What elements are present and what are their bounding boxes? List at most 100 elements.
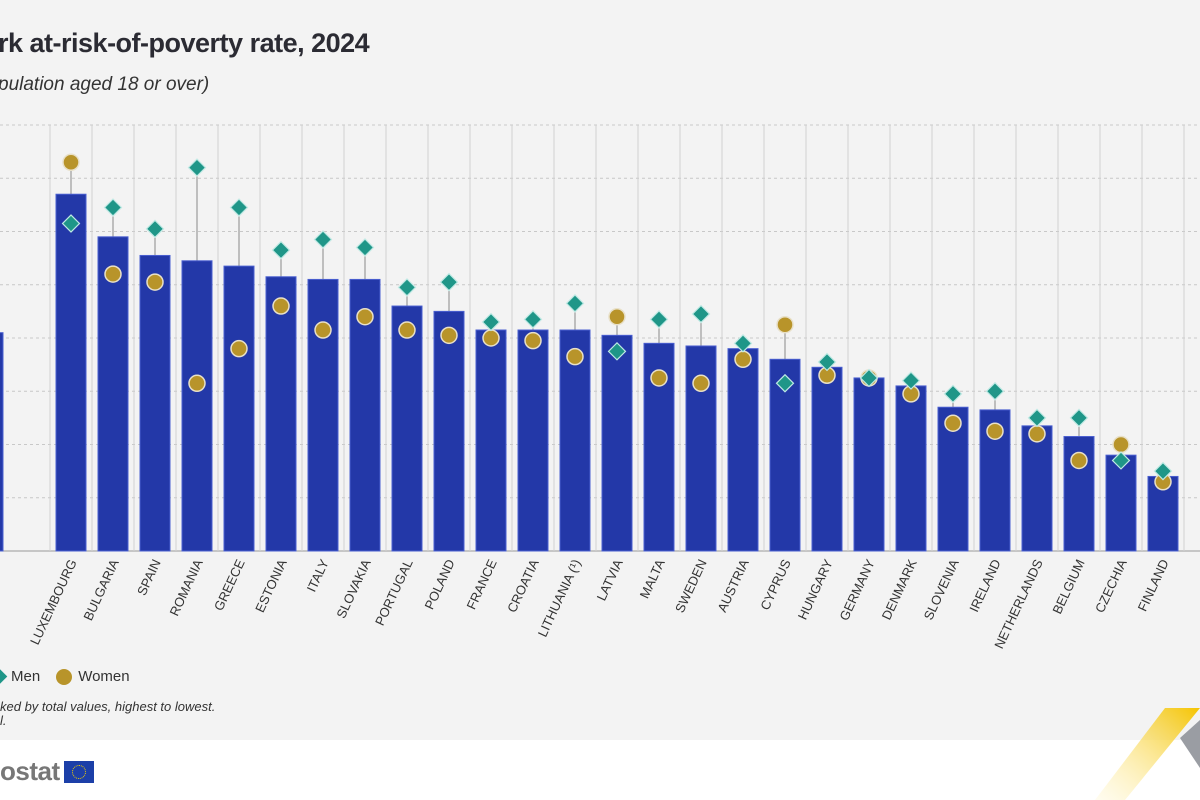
women-marker bbox=[146, 273, 164, 291]
bar-latvia bbox=[601, 334, 633, 552]
women-circle-icon bbox=[56, 668, 73, 685]
men-marker bbox=[691, 304, 711, 324]
x-tick-label: AUSTRIA bbox=[714, 557, 752, 615]
x-tick-label: CZECHIA bbox=[1092, 557, 1130, 615]
x-axis-labels: LUXEMBOURG BULGARIA SPAIN ROMANIA GREECE ESTO… bbox=[27, 557, 1172, 651]
corner-decoration bbox=[1095, 708, 1200, 800]
men-marker bbox=[397, 278, 417, 297]
x-tick-label: HUNGARY bbox=[795, 557, 836, 622]
women-marker bbox=[440, 326, 458, 345]
x-tick-label: BELGIUM bbox=[1049, 557, 1087, 616]
bar-romania bbox=[181, 260, 213, 552]
bar-croatia bbox=[517, 329, 549, 552]
x-tick-label: CYPRUS bbox=[757, 557, 794, 613]
men-marker bbox=[187, 158, 207, 177]
women-marker bbox=[1070, 451, 1088, 470]
women-marker bbox=[524, 331, 542, 350]
bar-germany bbox=[853, 377, 885, 552]
women-marker bbox=[1112, 435, 1130, 454]
men-marker bbox=[355, 238, 375, 257]
men-marker bbox=[103, 198, 123, 217]
women-marker bbox=[314, 321, 332, 339]
x-tick-label: ROMANIA bbox=[166, 557, 205, 619]
bar-poland bbox=[433, 310, 465, 552]
x-tick-label: ESTONIA bbox=[252, 557, 290, 615]
women-marker bbox=[230, 339, 248, 358]
x-tick-label: BULGARIA bbox=[80, 557, 122, 623]
x-tick-label: CROATIA bbox=[504, 557, 542, 615]
legend-men: Men bbox=[11, 668, 41, 685]
women-marker bbox=[776, 315, 794, 334]
women-marker bbox=[944, 414, 962, 432]
men-marker bbox=[817, 352, 837, 372]
markers bbox=[61, 153, 1173, 491]
x-tick-label: LATVIA bbox=[594, 557, 626, 603]
bar-lithuania- bbox=[559, 329, 591, 552]
chart-subtitle: pulation aged 18 or over) bbox=[0, 74, 210, 95]
women-marker bbox=[650, 369, 668, 387]
x-tick-label: GREECE bbox=[211, 557, 248, 613]
men-marker bbox=[901, 371, 921, 390]
note-line-1: ked by total values, highest to lowest. bbox=[0, 699, 216, 714]
legend: Men Women bbox=[0, 668, 130, 685]
men-marker bbox=[271, 240, 291, 260]
bar-luxembourg bbox=[55, 193, 87, 552]
women-marker bbox=[272, 297, 290, 315]
bar-france bbox=[475, 329, 507, 552]
men-marker bbox=[1069, 408, 1089, 428]
gridlines bbox=[0, 124, 1200, 552]
men-marker bbox=[481, 312, 501, 332]
footnotes: ked by total values, highest to lowest. … bbox=[0, 700, 215, 728]
x-tick-label: MALTA bbox=[637, 557, 668, 601]
x-tick-label: PORTUGAL bbox=[372, 557, 416, 628]
x-tick-label: SPAIN bbox=[134, 557, 164, 598]
women-marker bbox=[608, 307, 626, 326]
x-tick-label: SLOVENIA bbox=[921, 557, 962, 623]
men-marker bbox=[229, 198, 249, 217]
men-marker bbox=[607, 341, 627, 361]
x-tick-label: FRANCE bbox=[464, 557, 500, 612]
men-marker bbox=[1153, 461, 1173, 481]
bar-italy bbox=[307, 278, 339, 552]
women-marker bbox=[356, 307, 374, 326]
men-marker bbox=[733, 333, 753, 353]
women-marker bbox=[188, 374, 206, 393]
men-diamond-icon bbox=[0, 668, 8, 685]
men-marker bbox=[1111, 451, 1131, 470]
x-tick-label: IRELAND bbox=[966, 557, 1003, 614]
men-marker bbox=[985, 381, 1005, 401]
bar-austria bbox=[727, 348, 759, 552]
legend-women: Women bbox=[78, 668, 130, 685]
bar-bulgaria bbox=[97, 236, 129, 552]
women-marker bbox=[1028, 425, 1046, 443]
women-marker bbox=[692, 374, 710, 393]
men-marker bbox=[943, 384, 963, 404]
bar-total bbox=[0, 332, 4, 552]
men-marker bbox=[649, 310, 669, 329]
men-marker bbox=[565, 294, 585, 313]
eurostat-logo: ostat bbox=[0, 756, 94, 787]
x-tick-label: ITALY bbox=[304, 557, 332, 595]
x-tick-label: GERMANY bbox=[836, 557, 878, 623]
bar-chart: LUXEMBOURG BULGARIA SPAIN ROMANIA GREECE ESTO… bbox=[0, 124, 1200, 651]
men-marker bbox=[523, 310, 543, 329]
x-tick-label: LITHUANIA (¹) bbox=[535, 557, 584, 639]
x-tick-label: SWEDEN bbox=[672, 557, 710, 615]
bar-czechia bbox=[1105, 454, 1137, 552]
women-marker bbox=[482, 329, 500, 347]
bar-netherlands bbox=[1021, 425, 1053, 552]
men-marker bbox=[859, 368, 879, 388]
bar-hungary bbox=[811, 366, 843, 552]
men-marker bbox=[145, 219, 165, 239]
eu-flag-icon bbox=[63, 760, 94, 783]
women-marker bbox=[398, 321, 416, 339]
bar-denmark bbox=[895, 385, 927, 552]
bar-estonia bbox=[265, 276, 297, 552]
chart-title: rk at-risk-of-poverty rate, 2024 bbox=[0, 28, 370, 58]
men-marker bbox=[61, 214, 81, 233]
men-marker bbox=[439, 272, 459, 292]
bar-spain bbox=[139, 254, 171, 552]
bar-greece bbox=[223, 265, 255, 552]
women-marker bbox=[62, 153, 80, 172]
women-marker bbox=[986, 422, 1004, 440]
